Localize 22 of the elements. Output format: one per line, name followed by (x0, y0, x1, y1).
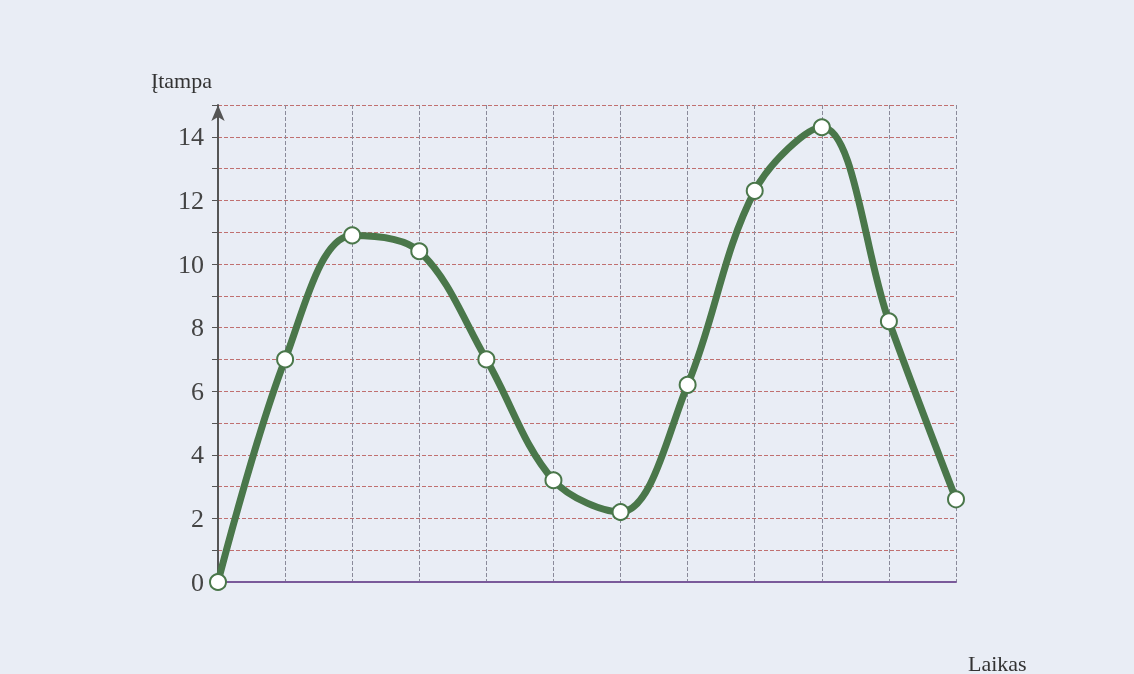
point (947, 490, 965, 509)
point (410, 242, 429, 261)
point (879, 312, 898, 331)
y-axis-title: Įtampa (150, 67, 213, 93)
y-tick-label: 12 (178, 185, 204, 215)
point (544, 471, 563, 490)
y-tick-label: 10 (178, 249, 204, 279)
point (611, 503, 630, 522)
point (343, 226, 362, 245)
y-tick-label: 2 (191, 503, 204, 533)
y-tick-label: 14 (178, 122, 204, 152)
y-tick-label: 0 (191, 567, 204, 597)
point (477, 350, 496, 369)
y-tick-label: 4 (191, 440, 204, 470)
y-tick-label: 8 (191, 313, 204, 343)
x-axis-title: Laikas (968, 650, 1027, 674)
point (812, 118, 831, 137)
y-tick-label: 6 (191, 376, 204, 406)
point (745, 181, 764, 200)
point (276, 350, 295, 369)
point (209, 573, 227, 591)
point (678, 375, 697, 394)
